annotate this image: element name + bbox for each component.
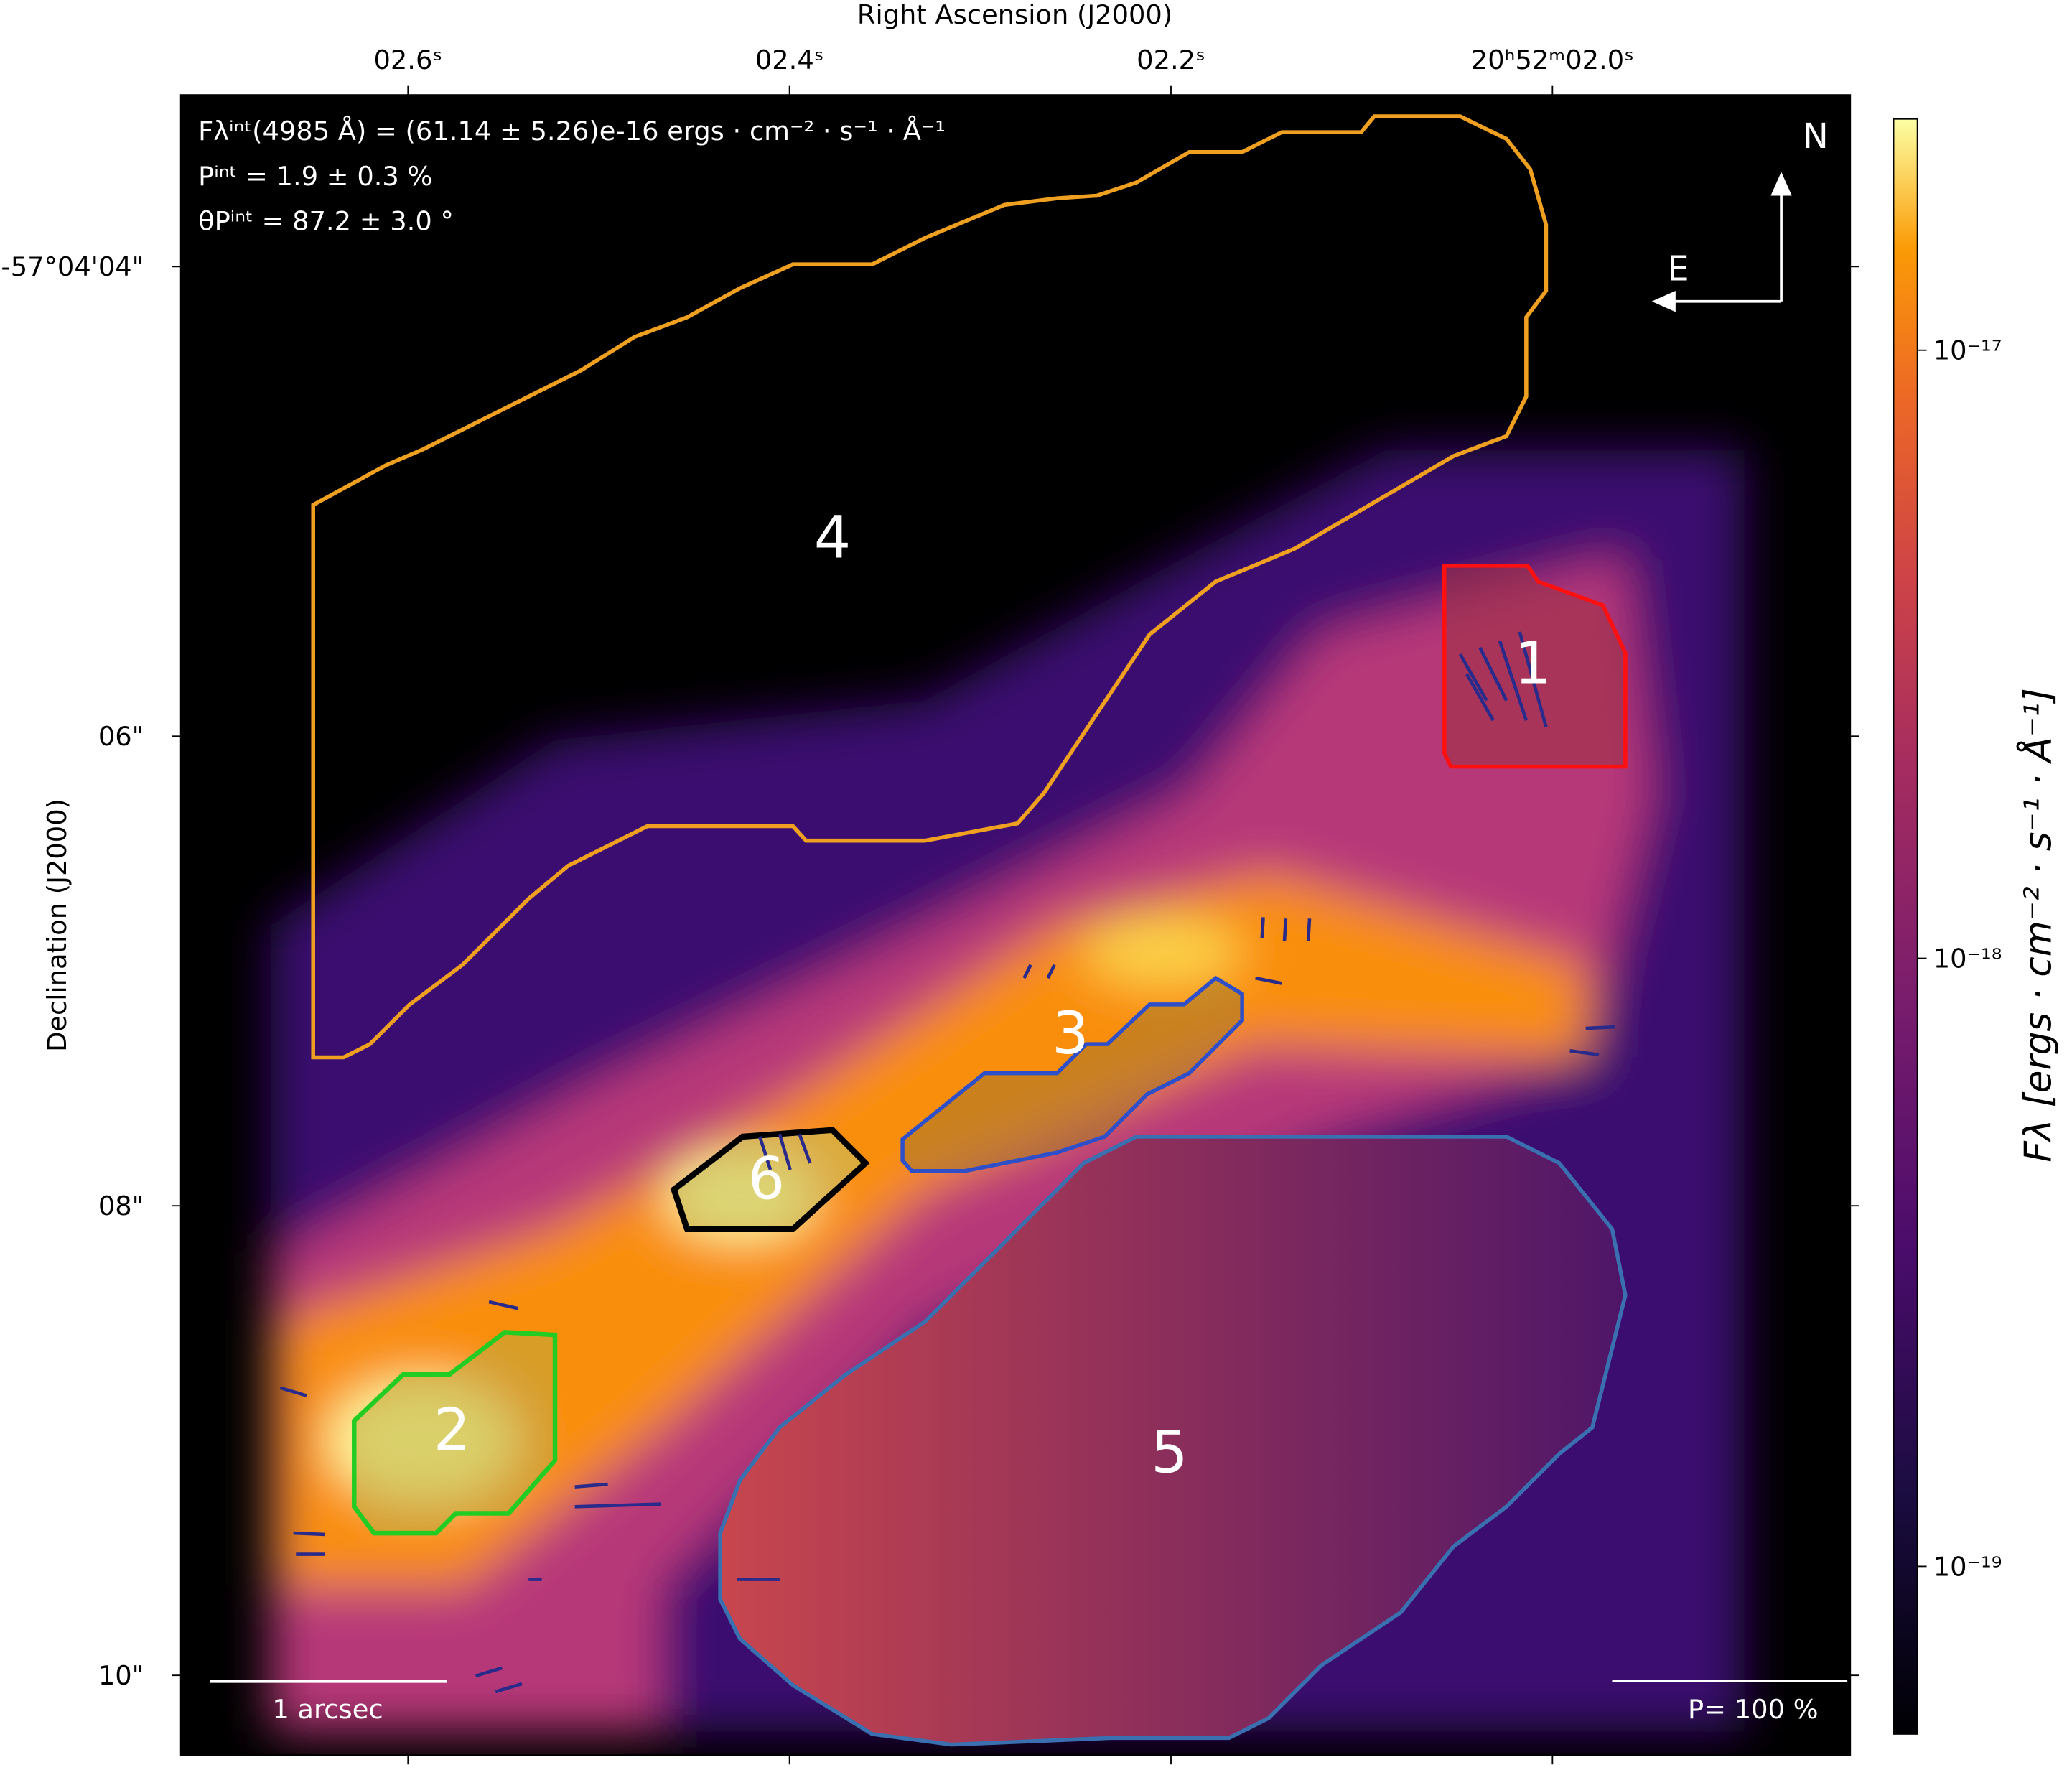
y-tick-label: 08": [98, 1191, 144, 1221]
region-label: 2: [434, 1397, 471, 1464]
x-tick-label: 02.6ˢ: [373, 45, 442, 75]
colorbar-tick-label: 10⁻¹⁸: [1933, 943, 2002, 974]
region-label: 6: [748, 1145, 785, 1213]
x-tick-label: 02.2ˢ: [1137, 45, 1205, 75]
polarization-vectors: [279, 631, 1615, 1694]
annotation: Fλⁱⁿᵗ(4985 Å) = (61.14 ± 5.26)e-16 ergs …: [198, 115, 946, 146]
compass-e: E: [1667, 249, 1689, 289]
axes-frame: [179, 94, 1852, 1756]
flux-map: [181, 95, 1850, 1756]
region-label: 3: [1052, 1000, 1089, 1068]
annotation: Pⁱⁿᵗ = 1.9 ± 0.3 %: [198, 161, 432, 192]
y-tick-label: 06": [98, 721, 144, 752]
region-labels: 1 2 3 4 5 6: [434, 505, 1551, 1487]
annotation: θPⁱⁿᵗ = 87.2 ± 3.0 °: [198, 205, 454, 236]
y-axis-title: Declination (J2000): [42, 798, 73, 1052]
region-label: 1: [1514, 630, 1551, 698]
colorbar: [1893, 118, 1918, 1735]
scale-bar-label: 1 arcsec: [272, 1694, 383, 1725]
region-label: 4: [814, 505, 851, 572]
colorbar-label: Fλ [ergs · cm⁻² · s⁻¹ · Å⁻¹]: [2017, 688, 2061, 1163]
x-axis-title: Right Ascension (J2000): [857, 0, 1172, 30]
y-tick-label: 10": [98, 1660, 144, 1691]
polarization-scale-label: P= 100 %: [1688, 1694, 1819, 1725]
x-tick-label: 02.4ˢ: [755, 45, 824, 75]
x-tick-label: 20ʰ52ᵐ02.0ˢ: [1471, 45, 1634, 75]
region-label: 5: [1151, 1419, 1188, 1486]
colorbar-tick-label: 10⁻¹⁹: [1933, 1551, 2002, 1582]
compass-n: N: [1803, 117, 1829, 157]
compass: [1651, 172, 1792, 312]
colorbar-tick-label: 10⁻¹⁷: [1933, 335, 2002, 366]
y-tick-label: -57°04'04": [1, 251, 144, 282]
